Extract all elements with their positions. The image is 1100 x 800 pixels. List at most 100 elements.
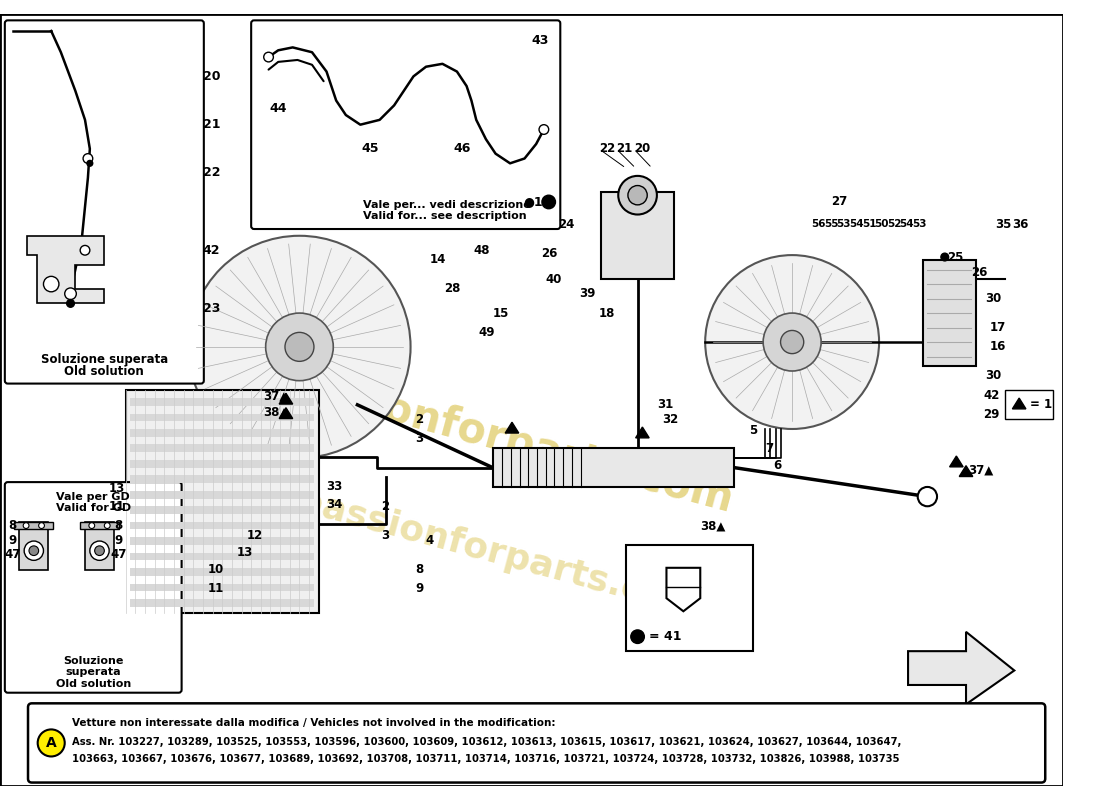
Circle shape xyxy=(188,236,410,458)
Bar xyxy=(131,475,314,483)
Bar xyxy=(85,522,114,570)
Circle shape xyxy=(67,299,75,307)
Bar xyxy=(493,448,734,487)
Circle shape xyxy=(37,730,65,757)
Text: A: A xyxy=(46,736,56,750)
Text: 8: 8 xyxy=(416,562,424,575)
Circle shape xyxy=(542,195,556,209)
Circle shape xyxy=(630,630,645,643)
Circle shape xyxy=(44,276,59,292)
Text: 5: 5 xyxy=(749,425,757,438)
Polygon shape xyxy=(279,394,293,404)
Text: 45: 45 xyxy=(361,142,378,155)
Text: 17: 17 xyxy=(990,321,1006,334)
Text: 44: 44 xyxy=(270,102,287,114)
FancyBboxPatch shape xyxy=(4,20,204,383)
Circle shape xyxy=(95,546,104,555)
Circle shape xyxy=(90,541,109,560)
Text: Vale per GD: Vale per GD xyxy=(56,492,130,502)
Circle shape xyxy=(23,522,29,529)
Text: Ass. Nr. 103227, 103289, 103525, 103553, 103596, 103600, 103609, 103612, 103613,: Ass. Nr. 103227, 103289, 103525, 103553,… xyxy=(73,737,902,747)
Text: 40: 40 xyxy=(546,273,562,286)
Text: 11: 11 xyxy=(208,582,224,595)
Text: passionforparts.com: passionforparts.com xyxy=(261,356,738,522)
Bar xyxy=(14,522,53,530)
Bar xyxy=(20,522,48,570)
Circle shape xyxy=(763,313,821,371)
Text: 43: 43 xyxy=(531,34,549,47)
Polygon shape xyxy=(1012,398,1026,409)
Text: 54: 54 xyxy=(849,219,864,229)
Text: 2: 2 xyxy=(382,500,389,513)
Text: passionforparts.com: passionforparts.com xyxy=(293,484,706,625)
Text: 37▲: 37▲ xyxy=(968,463,993,476)
Bar xyxy=(1004,390,1053,419)
Polygon shape xyxy=(505,422,519,433)
Text: 6: 6 xyxy=(773,459,781,472)
Text: 4: 4 xyxy=(425,534,433,546)
Bar xyxy=(125,390,319,613)
Circle shape xyxy=(65,288,76,299)
Text: 3: 3 xyxy=(416,432,424,445)
Text: 42: 42 xyxy=(983,389,1000,402)
Polygon shape xyxy=(909,632,1014,704)
Text: 54: 54 xyxy=(900,219,914,229)
Circle shape xyxy=(940,253,948,261)
Text: Soluzione: Soluzione xyxy=(63,656,123,666)
Text: 29: 29 xyxy=(983,408,1000,421)
Circle shape xyxy=(917,487,937,506)
Bar xyxy=(131,491,314,498)
Bar xyxy=(131,506,314,514)
Text: = 1: = 1 xyxy=(1030,398,1052,411)
Text: Old solution: Old solution xyxy=(56,679,131,689)
Polygon shape xyxy=(28,236,105,303)
Text: 27: 27 xyxy=(830,195,847,209)
Text: 47: 47 xyxy=(4,548,21,561)
Polygon shape xyxy=(949,456,964,467)
Text: 36: 36 xyxy=(1012,218,1028,230)
Bar xyxy=(131,445,314,452)
Text: 7: 7 xyxy=(766,442,773,455)
FancyBboxPatch shape xyxy=(251,20,560,229)
Circle shape xyxy=(266,313,333,381)
Text: 26: 26 xyxy=(541,246,558,260)
Text: 13: 13 xyxy=(236,546,253,559)
Text: 39: 39 xyxy=(580,287,596,300)
Text: 20: 20 xyxy=(202,70,220,83)
Bar xyxy=(131,460,314,468)
Text: 103663, 103667, 103676, 103677, 103689, 103692, 103708, 103711, 103714, 103716, : 103663, 103667, 103676, 103677, 103689, … xyxy=(73,754,900,764)
Text: 52: 52 xyxy=(887,219,901,229)
Text: 38▲: 38▲ xyxy=(263,405,288,418)
Circle shape xyxy=(618,176,657,214)
Circle shape xyxy=(29,546,38,555)
Text: 30: 30 xyxy=(986,292,1002,305)
Polygon shape xyxy=(667,568,701,611)
Text: 21: 21 xyxy=(202,118,220,131)
Text: 42: 42 xyxy=(202,244,220,257)
Text: 32: 32 xyxy=(662,413,678,426)
Text: 53: 53 xyxy=(837,219,851,229)
Text: 18: 18 xyxy=(598,306,615,319)
Text: 47: 47 xyxy=(111,548,126,561)
Polygon shape xyxy=(636,427,649,438)
Text: 51: 51 xyxy=(861,219,877,229)
Polygon shape xyxy=(959,466,972,477)
Text: Vale per... vedi descrizione: Vale per... vedi descrizione xyxy=(363,200,531,210)
Circle shape xyxy=(264,52,274,62)
Text: 55: 55 xyxy=(824,219,838,229)
Bar xyxy=(131,537,314,545)
Text: 3: 3 xyxy=(382,529,389,542)
Text: 8: 8 xyxy=(114,519,123,532)
Text: 2: 2 xyxy=(416,413,424,426)
FancyBboxPatch shape xyxy=(28,703,1045,782)
Text: Valid for... see description: Valid for... see description xyxy=(363,211,527,222)
Bar xyxy=(131,398,314,406)
Text: 50: 50 xyxy=(874,219,889,229)
Circle shape xyxy=(705,255,879,429)
Circle shape xyxy=(285,332,314,362)
Bar xyxy=(131,553,314,560)
Text: 8: 8 xyxy=(9,519,16,532)
Text: 22: 22 xyxy=(598,142,615,155)
Text: 28: 28 xyxy=(444,282,461,295)
Text: 46: 46 xyxy=(453,142,471,155)
